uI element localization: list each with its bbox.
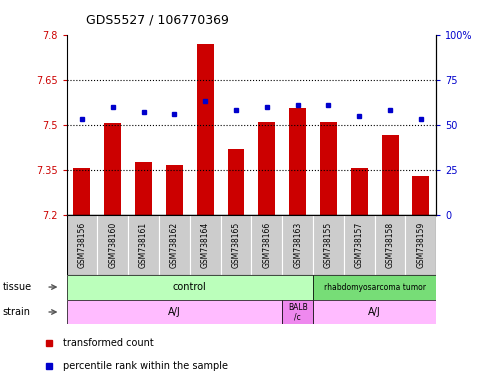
- Bar: [166, 166, 183, 215]
- Bar: [228, 149, 245, 215]
- Bar: [320, 122, 337, 215]
- Text: GSM738160: GSM738160: [108, 222, 117, 268]
- Text: A/J: A/J: [168, 307, 181, 317]
- Bar: [159, 215, 190, 275]
- Text: percentile rank within the sample: percentile rank within the sample: [63, 361, 228, 371]
- Bar: [282, 300, 313, 324]
- Bar: [98, 215, 128, 275]
- Text: GSM738157: GSM738157: [355, 222, 364, 268]
- Text: BALB
/c: BALB /c: [288, 303, 308, 321]
- Bar: [197, 44, 213, 215]
- Bar: [258, 122, 275, 215]
- Text: strain: strain: [2, 307, 31, 317]
- Bar: [128, 215, 159, 275]
- Bar: [67, 215, 98, 275]
- Text: rhabdomyosarcoma tumor: rhabdomyosarcoma tumor: [324, 283, 425, 291]
- Text: GSM738161: GSM738161: [139, 222, 148, 268]
- Text: GSM738162: GSM738162: [170, 222, 179, 268]
- Bar: [405, 215, 436, 275]
- Bar: [221, 215, 251, 275]
- Text: GDS5527 / 106770369: GDS5527 / 106770369: [86, 14, 229, 27]
- Text: GSM738164: GSM738164: [201, 222, 210, 268]
- Bar: [105, 123, 121, 215]
- Bar: [251, 215, 282, 275]
- Bar: [289, 108, 306, 215]
- Text: control: control: [173, 282, 207, 292]
- Bar: [67, 275, 313, 300]
- Bar: [413, 176, 429, 215]
- Text: A/J: A/J: [368, 307, 381, 317]
- Bar: [313, 300, 436, 324]
- Bar: [382, 135, 398, 215]
- Text: GSM738163: GSM738163: [293, 222, 302, 268]
- Text: GSM738165: GSM738165: [232, 222, 241, 268]
- Text: transformed count: transformed count: [63, 338, 153, 348]
- Bar: [67, 300, 282, 324]
- Text: GSM738156: GSM738156: [77, 222, 86, 268]
- Bar: [375, 215, 405, 275]
- Text: tissue: tissue: [2, 282, 32, 292]
- Text: GSM738159: GSM738159: [417, 222, 425, 268]
- Bar: [190, 215, 221, 275]
- Text: GSM738158: GSM738158: [386, 222, 394, 268]
- Bar: [344, 215, 375, 275]
- Bar: [282, 215, 313, 275]
- Text: GSM738166: GSM738166: [262, 222, 271, 268]
- Bar: [313, 275, 436, 300]
- Text: GSM738155: GSM738155: [324, 222, 333, 268]
- Bar: [313, 215, 344, 275]
- Bar: [351, 169, 368, 215]
- Bar: [135, 162, 152, 215]
- Bar: [73, 169, 90, 215]
